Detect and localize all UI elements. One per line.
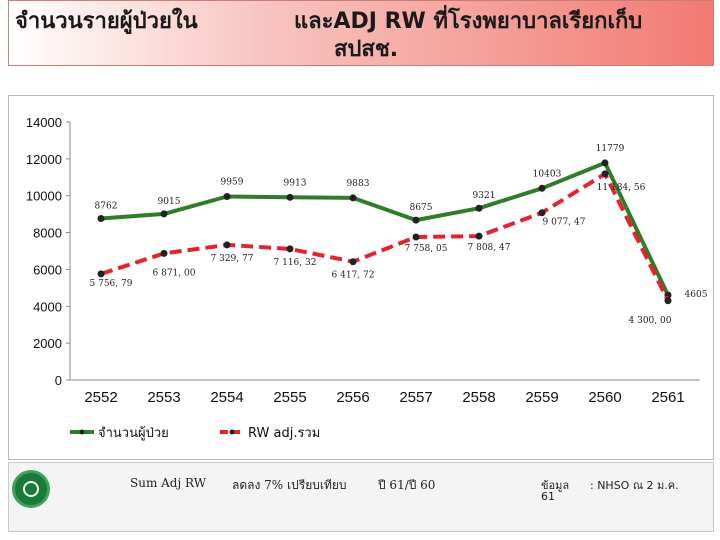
data-label: 9959: [221, 177, 244, 187]
data-label: 5 756, 79: [90, 279, 133, 289]
x-tick-label: 2557: [399, 389, 432, 406]
y-tick-label: 4000: [33, 299, 62, 314]
data-label: 7 116, 32: [274, 258, 317, 268]
y-tick-label: 10000: [26, 189, 62, 204]
chart-frame: [8, 95, 714, 460]
data-point: [601, 170, 609, 178]
data-point: [538, 184, 546, 192]
legend-marker: [79, 429, 85, 435]
data-label: 11 184, 56: [597, 183, 646, 193]
data-point: [601, 159, 609, 167]
series-line-2: [100, 171, 670, 302]
footer-panel: [8, 462, 714, 532]
series-line-1: [100, 160, 670, 296]
y-tick-label: 0: [55, 373, 62, 388]
y-tick-label: 6000: [33, 262, 62, 277]
data-label: 8762: [95, 202, 118, 212]
footer-source-line1: ข้อมูล: [541, 479, 570, 492]
footer-source-line1b: : NHSO ณ 2 ม.ค.: [590, 479, 679, 492]
title-banner: จำนวนรายผู้ป่วยใน และADJ RW ที่โรงพยาบาล…: [8, 0, 714, 66]
y-tick-label: 8000: [33, 226, 62, 241]
y-tick-label: 2000: [33, 336, 62, 351]
data-point: [223, 241, 231, 249]
data-label: 9015: [158, 197, 181, 207]
data-point: [160, 210, 168, 218]
legend-label: จำนวนผู้ป่วย: [98, 426, 169, 441]
data-label: 7 329, 77: [211, 254, 254, 264]
data-point: [349, 258, 357, 266]
footer-compare-text: ปี 61/ปี 60: [378, 478, 436, 492]
data-label: 7 758, 05: [405, 244, 448, 254]
data-label: 6 871, 00: [153, 268, 196, 278]
x-tick-label: 2556: [336, 389, 369, 406]
data-point: [97, 270, 105, 278]
x-tick-label: 2554: [210, 389, 243, 406]
x-tick-label: 2558: [462, 389, 495, 406]
data-point: [286, 193, 294, 201]
footer-sum-label: Sum Adj RW: [130, 476, 207, 490]
footer-change-text: ลดลง 7% เปรียบเทียบ: [232, 478, 347, 492]
data-label: 9883: [347, 179, 370, 189]
data-point: [538, 209, 546, 217]
data-label: 9321: [473, 191, 496, 201]
data-point: [475, 204, 483, 212]
data-point: [223, 192, 231, 200]
x-tick-label: 2560: [588, 389, 621, 406]
footer-source-line2: 61: [541, 490, 555, 503]
data-point: [349, 194, 357, 202]
title-line1-right: และADJ RW ที่โรงพยาบาลเรียกเก็บ: [294, 9, 643, 34]
data-point: [412, 216, 420, 224]
data-point: [286, 245, 294, 253]
data-label: 11779: [596, 144, 625, 154]
legend-label: RW adj.รวม: [248, 426, 320, 441]
x-tick-label: 2553: [147, 389, 180, 406]
title-line2: สปสช.: [334, 37, 399, 62]
data-point: [160, 249, 168, 257]
data-label: 7 808, 47: [468, 243, 511, 253]
data-point: [664, 297, 672, 305]
data-point: [412, 233, 420, 241]
x-tick-label: 2555: [273, 389, 306, 406]
y-tick-label: 12000: [26, 152, 62, 167]
ministry-logo-icon: [12, 470, 50, 508]
data-label: 9 077, 47: [543, 218, 586, 228]
x-tick-label: 2559: [525, 389, 558, 406]
title-line1-left: จำนวนรายผู้ป่วยใน: [15, 9, 198, 34]
data-label: 4605: [685, 290, 708, 300]
data-label: 9913: [284, 178, 307, 188]
x-tick-label: 2561: [651, 389, 684, 406]
data-point: [97, 215, 105, 223]
data-label: 4 300, 00: [629, 316, 672, 326]
legend-marker: [229, 429, 235, 435]
data-point: [475, 232, 483, 240]
data-label: 10403: [533, 169, 562, 179]
data-label: 8675: [410, 203, 433, 213]
data-label: 6 417, 72: [332, 271, 375, 281]
x-tick-label: 2552: [84, 389, 117, 406]
y-tick-label: 14000: [26, 115, 62, 130]
